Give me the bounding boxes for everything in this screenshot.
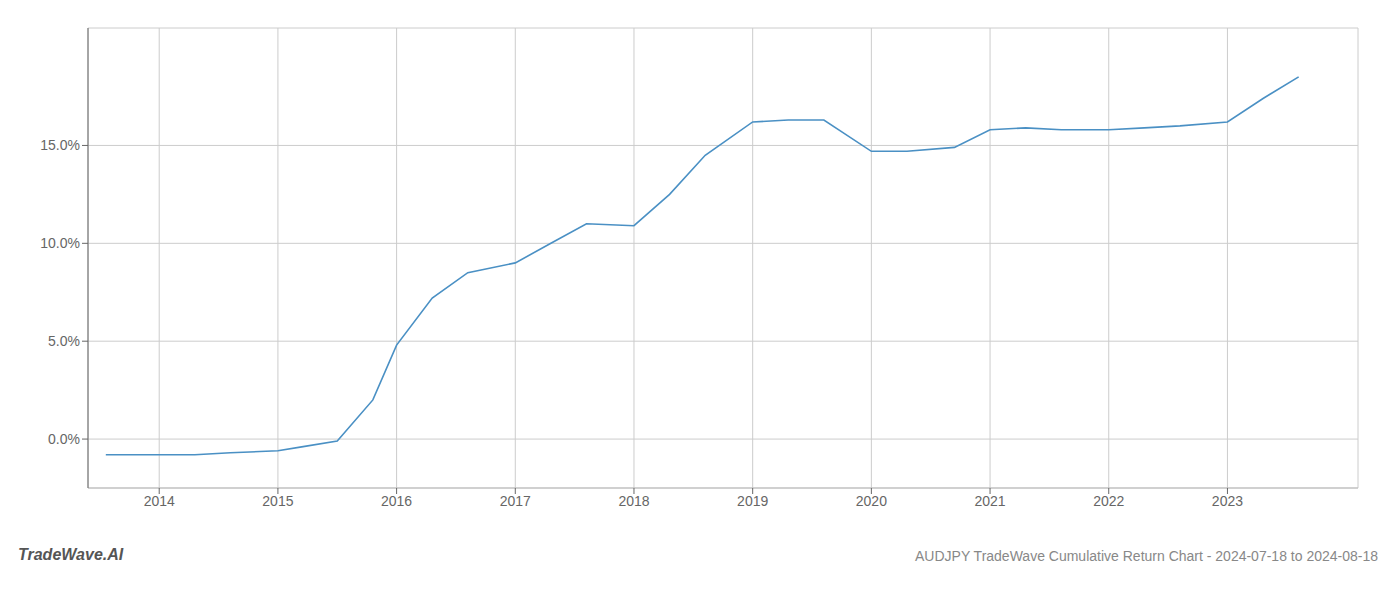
- svg-text:2014: 2014: [144, 493, 175, 509]
- svg-text:15.0%: 15.0%: [40, 137, 80, 153]
- svg-text:2021: 2021: [974, 493, 1005, 509]
- html-text:AUDJPY TradeWave Cumulative Re: AUDJPY TradeWave Cumulative Return Chart…: [915, 548, 1378, 564]
- svg-text:10.0%: 10.0%: [40, 235, 80, 251]
- svg-text:2022: 2022: [1093, 493, 1124, 509]
- svg-text:0.0%: 0.0%: [48, 431, 80, 447]
- svg-text:2018: 2018: [618, 493, 649, 509]
- svg-text:5.0%: 5.0%: [48, 333, 80, 349]
- svg-text:2016: 2016: [381, 493, 412, 509]
- svg-text:2020: 2020: [856, 493, 887, 509]
- html-text:TradeWave.AI: TradeWave.AI: [18, 546, 124, 563]
- svg-text:2015: 2015: [262, 493, 293, 509]
- svg-text:2023: 2023: [1212, 493, 1243, 509]
- svg-text:2019: 2019: [737, 493, 768, 509]
- svg-text:2017: 2017: [500, 493, 531, 509]
